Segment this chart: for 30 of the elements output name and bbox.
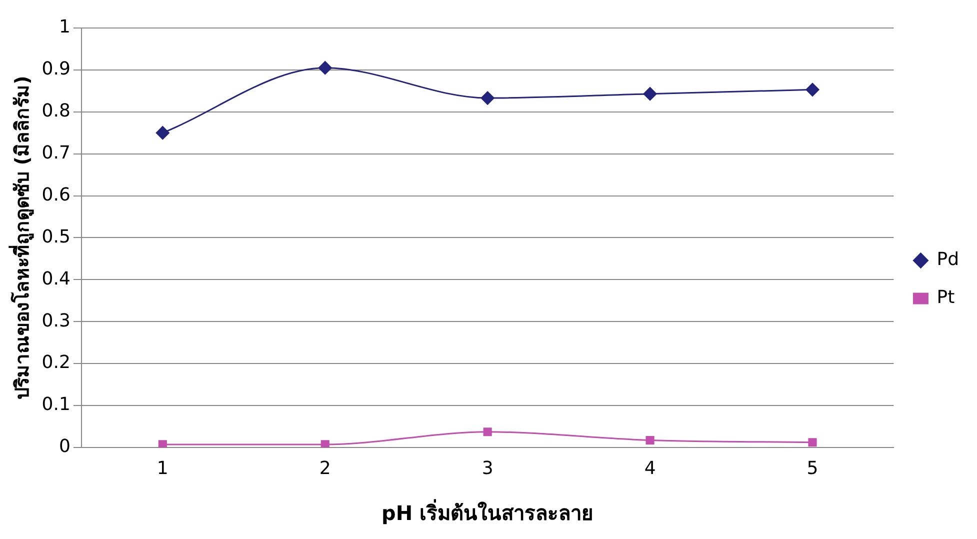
x-tick-label: 1: [156, 458, 168, 479]
y-tick-label: 0.8: [42, 100, 70, 122]
y-tick-label: 0.3: [42, 310, 70, 332]
point: [808, 438, 817, 447]
point: [320, 440, 330, 448]
x-tick-label: 4: [644, 458, 656, 479]
y-tick-label: 0.2: [42, 352, 70, 374]
legend-label: Pt: [936, 287, 955, 308]
x-axis-title: pH เริ่มต้นในสารละลาย: [382, 498, 594, 526]
point: [480, 91, 494, 105]
y-tick-label: 0.9: [42, 58, 70, 80]
y-tick-label: 0.6: [42, 184, 70, 206]
y-axis-title: ปริมาณของโลหะที่ถูกดูดซับ (มิลลิกรัม): [8, 76, 34, 400]
x-tick-label: 5: [806, 458, 818, 479]
y-tick-label: 0.5: [42, 226, 70, 248]
point: [318, 61, 332, 75]
y-tick-label: 0.1: [42, 394, 70, 416]
y-tick-label: 0.7: [42, 142, 70, 164]
point: [806, 82, 820, 96]
point: [643, 87, 657, 101]
point: [156, 126, 170, 140]
y-tick-label: 0.4: [42, 268, 70, 290]
point: [158, 440, 167, 448]
x-tick-label: 3: [482, 458, 494, 479]
x-tick-label: 2: [319, 458, 331, 479]
point: [483, 428, 492, 436]
y-tick-label: 1: [58, 16, 70, 38]
y-tick-label: 0: [58, 436, 70, 458]
legend-label: Pd: [936, 249, 959, 270]
point: [646, 436, 654, 445]
